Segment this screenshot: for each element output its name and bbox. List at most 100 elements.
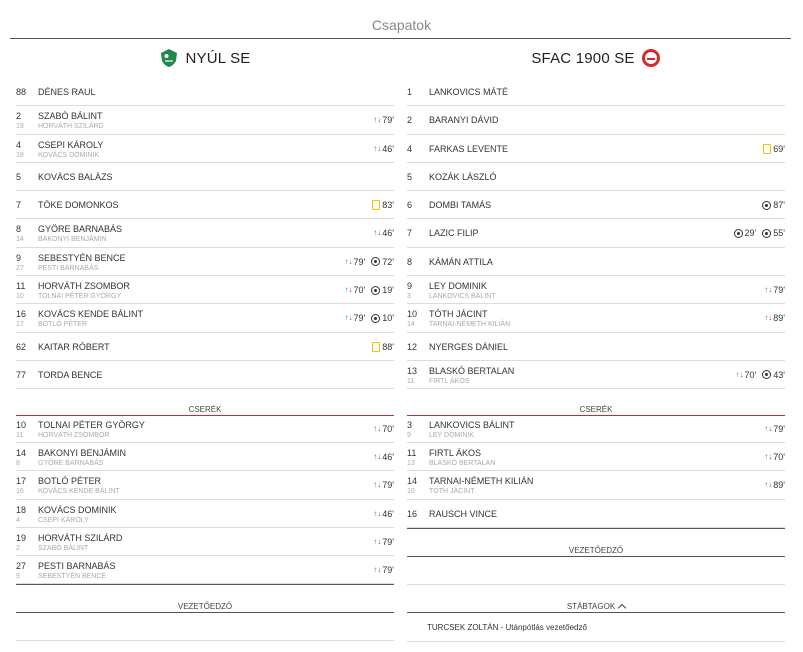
player-number: 14 <box>16 448 27 459</box>
player-row[interactable]: 1 LANKOVICS MÁTÉ <box>407 78 785 107</box>
event-swap: ↑ ↓ 79' <box>345 313 366 323</box>
player-row[interactable]: 4 CSEPI KÁROLY 18 KOVÁCS DOMINIK ↑ ↓ 46' <box>16 135 394 163</box>
player-name: HORVÁTH SZILÁRD <box>38 532 123 543</box>
event-minute: 46' <box>382 452 394 463</box>
player-row[interactable]: 2 BARANYI DÁVID <box>407 106 785 135</box>
event-goal: 43' <box>762 370 785 380</box>
swap-icon: ↑ ↓ <box>344 285 353 295</box>
player-name: LEY DOMINIK <box>429 281 487 292</box>
player-row[interactable]: 3 LANKOVICS BÁLINT 9 LEY DOMINIK ↑ ↓ 79' <box>407 415 785 444</box>
player-name: LANKOVICS MÁTÉ <box>429 87 509 97</box>
player-row[interactable]: 11 HORVÁTH ZSOMBOR 10 TOLNAI PÉTER GYÖRGY ↑ ↓… <box>16 276 394 305</box>
player-row[interactable]: 9 LEY DOMINIK 3 LANKOVICS BÁLINT ↑ ↓ 79' <box>407 276 785 305</box>
swap-icon: ↑ ↓ <box>373 228 382 238</box>
player-row[interactable]: 16 KOVÁCS KENDE BÁLINT 17 BOTLÓ PÉTER ↑ ↓ 79' 1… <box>16 304 394 333</box>
player-row[interactable]: 17 BOTLÓ PÉTER 16 KOVÁCS KENDE BÁLINT ↑ ↓ 79' <box>16 471 394 500</box>
player-name: BARANYI DÁVID <box>429 115 499 126</box>
player-row[interactable]: 13 BLASKÓ BERTALAN 11 FIRTL ÁKOS ↑ ↓ 70' 43' <box>407 361 785 390</box>
event-minute: 79' <box>353 256 366 267</box>
home-coach-divider-top <box>16 584 394 585</box>
staff-heading: STÁBTAGOK <box>566 602 616 611</box>
player-number: 2 <box>16 111 22 122</box>
player-number: 9 <box>16 252 22 263</box>
player-row[interactable]: 14 BAKONYI BENJÁMIN 8 GYÖRE BARNABÁS ↑ ↓ 46' <box>16 443 394 472</box>
player-row[interactable]: 8 KÁMÁN ATTILA <box>407 248 785 277</box>
event-swap: ↑ ↓ 46' <box>373 452 394 462</box>
player-name: FIRTL ÁKOS <box>429 448 482 459</box>
player-row[interactable]: 7 LAZIC FILIP 29' 55' <box>407 219 785 248</box>
event-minute: 89' <box>773 313 785 324</box>
player-row[interactable]: 16 RAUSCH VINCE <box>407 500 785 528</box>
staff-toggle-button[interactable]: STÁBTAGOK <box>407 602 785 613</box>
substitute-name: TOLNAI PÉTER GYÖRGY <box>38 293 122 301</box>
player-row[interactable]: 19 HORVÁTH SZILÁRD 2 SZABÓ BÁLINT ↑ ↓ 79' <box>16 528 394 556</box>
goal-icon <box>762 370 772 380</box>
player-row[interactable]: 10 TÓTH JÁCINT 14 TARNAI-NÉMETH KILIÁN ↑ ↓ 89' <box>407 304 785 333</box>
player-row[interactable]: 5 KOVÁCS BALÁZS <box>16 163 394 192</box>
player-row[interactable]: 14 TARNAI-NÉMETH KILIÁN 10 TÓTH JÁCINT ↑ ↓ 89' <box>407 471 785 500</box>
event-swap: ↑ ↓ 46' <box>373 509 394 519</box>
substitute-number: 19 <box>16 123 24 131</box>
event-goal: 55' <box>762 228 785 238</box>
player-row[interactable]: 9 SEBESTYÉN BENCE 27 PESTI BARNABÁS ↑ ↓ 79' 72' <box>16 248 394 277</box>
substitute-name: SEBESTYÉN BENCE <box>38 572 107 580</box>
player-row[interactable]: 5 KOZÁK LÁSZLÓ <box>407 163 785 192</box>
player-name: TÓTH JÁCINT <box>429 309 488 320</box>
home-crest-icon <box>161 49 178 67</box>
player-row[interactable]: 77 TORDA BENCE <box>16 361 394 390</box>
player-name: CSEPI KÁROLY <box>38 139 104 150</box>
player-row[interactable]: 88 DÉNES RAUL <box>16 78 394 107</box>
away-coach-heading: VEZETŐEDZŐ <box>568 546 624 555</box>
substitute-number: 8 <box>16 460 20 468</box>
event-swap: ↑ ↓ 79' <box>373 537 394 547</box>
event-minute: 43' <box>773 369 785 380</box>
event-yellow-card: 88' <box>372 341 394 352</box>
player-events: ↑ ↓ 46' <box>373 144 394 154</box>
player-events: ↑ ↓ 79' <box>764 285 785 295</box>
player-row[interactable]: 27 PESTI BARNABÁS 9 SEBESTYÉN BENCE ↑ ↓ 79' <box>16 556 394 585</box>
substitute-number: 3 <box>407 293 411 301</box>
player-name: FARKAS LEVENTE <box>429 143 509 154</box>
player-row[interactable]: 6 DOMBI TAMÁS 87' <box>407 191 785 220</box>
player-name: BAKONYI BENJÁMIN <box>38 448 127 459</box>
home-team-name: NYÚL SE <box>185 49 251 67</box>
swap-icon: ↑ ↓ <box>373 536 382 546</box>
player-row[interactable]: 7 TÖKE DOMONKOS 83' <box>16 191 394 220</box>
player-name: RAUSCH VINCE <box>429 508 498 519</box>
player-row[interactable]: 8 GYÖRE BARNABÁS 14 BAKONYI BENJÁMIN ↑ ↓ 46' <box>16 219 394 248</box>
player-row[interactable]: 18 KOVÁCS DOMINIK 4 CSEPI KÁROLY ↑ ↓ 46' <box>16 500 394 528</box>
player-number: 10 <box>407 309 418 320</box>
swap-icon: ↑ ↓ <box>764 313 773 323</box>
staff-member: TURCSEK ZOLTÁN - Utánpótlás vezetőedző <box>427 623 587 632</box>
player-row[interactable]: 2 SZABÓ BÁLINT 19 HORVÁTH SZILÁRD ↑ ↓ 79' <box>16 106 394 135</box>
title-divider <box>10 38 791 39</box>
player-row[interactable]: 11 FIRTL ÁKOS 13 BLASKÓ BERTALAN ↑ ↓ 70' <box>407 443 785 472</box>
player-number: 9 <box>407 281 413 292</box>
player-name: BLASKÓ BERTALAN <box>429 365 515 376</box>
swap-icon: ↑ ↓ <box>764 285 773 295</box>
event-minute: 79' <box>353 313 366 324</box>
yellow-card-icon <box>372 341 381 352</box>
player-events: ↑ ↓ 79' <box>764 424 785 434</box>
event-minute: 87' <box>773 200 785 211</box>
player-number: 4 <box>16 139 22 150</box>
substitute-number: 9 <box>16 572 20 580</box>
player-number: 88 <box>16 87 27 97</box>
event-minute: 72' <box>382 256 394 267</box>
substitute-number: 27 <box>16 264 24 272</box>
yellow-card-icon <box>372 200 381 211</box>
player-row[interactable]: 10 TOLNAI PÉTER GYÖRGY 11 HORVÁTH ZSOMBOR ↑ ↓… <box>16 415 394 444</box>
player-row[interactable]: 62 KAITAR RÓBERT 88' <box>16 333 394 361</box>
substitute-number: 14 <box>16 236 24 244</box>
player-events: ↑ ↓ 79' 72' <box>345 257 394 267</box>
event-minute: 83' <box>382 200 394 211</box>
event-swap: ↑ ↓ 79' <box>373 480 394 490</box>
player-row[interactable]: 12 NYERGES DÁNIEL <box>407 333 785 361</box>
event-minute: 69' <box>773 143 785 154</box>
event-swap: ↑ ↓ 89' <box>764 313 785 323</box>
player-events: ↑ ↓ 79' <box>373 480 394 490</box>
player-row[interactable]: 4 FARKAS LEVENTE 69' <box>407 135 785 163</box>
home-team-header: NYÚL SE <box>16 40 394 76</box>
substitute-name: BOTLÓ PÉTER <box>38 321 88 329</box>
event-minute: 70' <box>353 285 366 296</box>
